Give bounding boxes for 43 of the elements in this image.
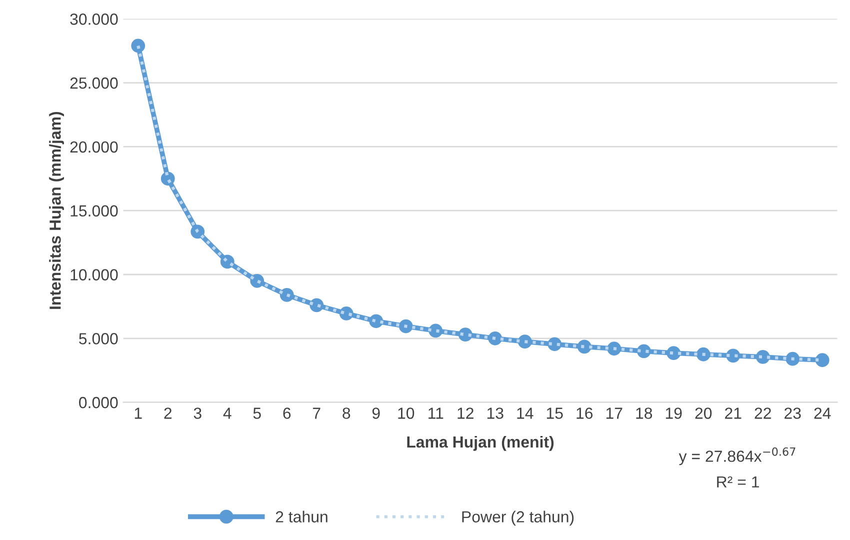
x-tick-label: 5: [253, 408, 261, 419]
y-tick-label: 10.000: [70, 269, 118, 280]
text: y = 27.864x$^{−0.67}$: [678, 447, 796, 466]
x-tick-label: 6: [283, 408, 291, 419]
y-tick-label: 25.000: [70, 77, 118, 89]
legend-label: 2 tahun: [276, 510, 328, 522]
x-tick-label: 23: [784, 408, 801, 419]
x-tick-label: 21: [725, 408, 742, 419]
legend-label: Power (2 tahun): [462, 510, 574, 526]
x-tick-label: 22: [754, 408, 771, 419]
x-tick-label: 11: [428, 408, 444, 419]
point: [398, 319, 413, 334]
x-tick-label: 16: [576, 408, 593, 419]
x-tick-label: 12: [458, 408, 474, 419]
y-tick-label: 5.000: [79, 333, 118, 344]
point: [696, 347, 710, 362]
x-tick-label: 2: [164, 408, 172, 419]
point: [607, 342, 622, 356]
x-tick-label: 20: [695, 408, 712, 419]
text: R² = 1: [717, 476, 759, 488]
point: [131, 38, 146, 53]
x-tick-label: 7: [313, 408, 320, 419]
point: [786, 352, 800, 366]
y-axis-title: Intensitas Hujan (mm/jam): [49, 112, 64, 309]
point: [815, 353, 830, 368]
x-tick-label: 1: [134, 408, 142, 419]
y-tick-label: 20.000: [70, 141, 118, 153]
x-tick-label: 15: [546, 408, 563, 419]
x-tick-label: 10: [398, 408, 414, 419]
x-tick-label: 18: [636, 408, 652, 419]
x-tick-label: 19: [666, 408, 682, 419]
y-tick-label: 30.000: [70, 14, 118, 25]
x-tick-label: 17: [606, 408, 622, 419]
x-axis-title: Lama Hujan (menit): [407, 436, 554, 451]
y-tick-label: 15.000: [70, 205, 118, 217]
x-tick-label: 13: [487, 408, 504, 419]
x-tick-label: 3: [194, 408, 202, 419]
x-tick-label: 14: [517, 408, 534, 419]
x-tick-label: 8: [342, 408, 350, 419]
x-tick-label: 24: [814, 408, 831, 419]
x-tick-label: 4: [223, 408, 232, 419]
x-tick-label: 9: [372, 408, 380, 419]
y-tick-label: 0.000: [79, 396, 118, 408]
